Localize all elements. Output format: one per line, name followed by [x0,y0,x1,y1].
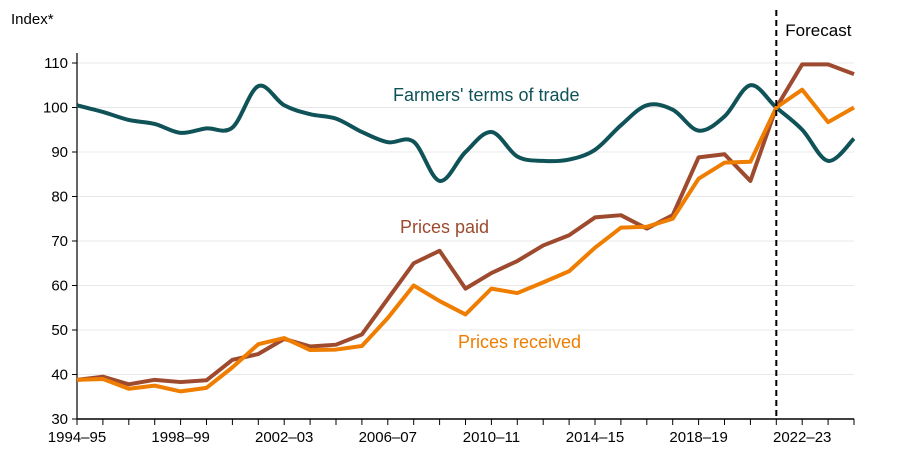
y-tick-label: 100 [43,100,68,117]
y-tick-label: 70 [51,233,68,250]
y-tick-label: 60 [51,278,68,295]
y-tick-label: 80 [51,189,68,206]
x-tick-label: 2006–07 [359,429,417,446]
series-label-terms-of-trade: Farmers' terms of trade [393,85,579,105]
x-tick-label: 2022–23 [773,429,831,446]
y-axis: 30 40 50 60 70 80 90 100 110 [43,53,78,428]
y-axis-label: Index* [11,11,54,28]
x-tick-label: 2018–19 [669,429,727,446]
x-axis: 1994–95 1998–99 2002–03 2006–07 2010–11 2014–… [48,418,855,446]
x-tick-label: 2002–03 [255,429,313,446]
x-tick-label: 1998–99 [151,429,209,446]
series-line-prices-received [76,87,855,394]
series-line-prices-paid [76,62,855,387]
y-tick-label: 40 [51,367,68,384]
x-tick-label: 2010–11 [463,429,520,446]
y-tick-label: 50 [51,322,68,339]
y-tick-label: 90 [51,144,68,161]
series-lines [76,62,856,394]
forecast-label: Forecast [785,21,851,40]
x-tick-label: 2014–15 [566,429,624,446]
series-line-farmers-terms-of-trade [76,83,856,183]
series-label-prices-received: Prices received [458,332,581,352]
y-tick-label: 110 [44,55,68,72]
series-label-prices-paid: Prices paid [400,217,489,237]
x-tick-label: 1994–95 [48,429,106,446]
y-tick-label: 30 [51,411,68,428]
